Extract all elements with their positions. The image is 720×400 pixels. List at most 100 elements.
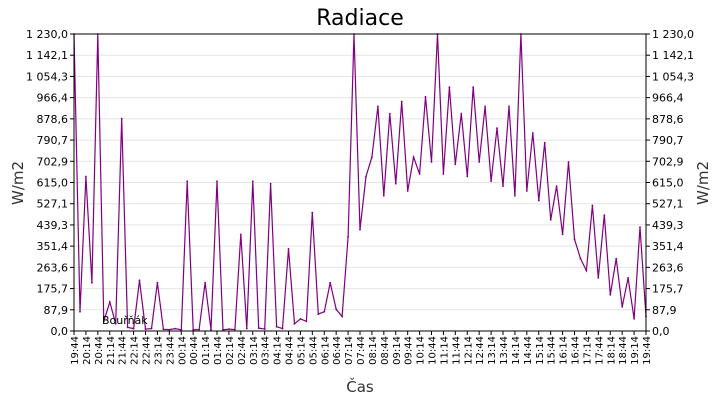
data-point: [400, 100, 403, 103]
data-point: [478, 161, 481, 163]
data-point: [591, 204, 594, 207]
data-point: [394, 182, 397, 185]
y-tick-label-right: 966,4: [652, 92, 684, 105]
x-tick-label: 13:14: [487, 336, 498, 365]
x-tick-label: 19:44: [642, 336, 653, 365]
data-point: [621, 306, 624, 308]
y-tick-label-right: 439,3: [652, 219, 684, 232]
y-tick-label-right: 0,0: [652, 325, 670, 338]
x-tick-label: 13:44: [499, 336, 510, 365]
data-point: [418, 173, 421, 175]
x-tick-label: 08:44: [380, 336, 391, 365]
x-tick-label: 04:44: [285, 336, 296, 365]
y-tick-label-right: 1 054,3: [652, 70, 694, 83]
data-point: [216, 180, 218, 183]
y-tick-label: 439,3: [37, 219, 69, 232]
y-tick-label: 702,9: [37, 155, 69, 168]
x-tick-label: 06:14: [320, 336, 331, 365]
data-point: [442, 173, 445, 175]
data-point: [388, 112, 391, 115]
data-point: [412, 156, 415, 159]
axis-layer: 0,0 0,0 87,9 87,9 175,7 175,7 263,6 263,6 351,4 3…: [26, 28, 694, 365]
data-point: [365, 175, 367, 178]
data-point: [251, 180, 254, 183]
data-point: [198, 328, 201, 331]
data-point: [561, 233, 564, 236]
y-tick-label-right: 615,0: [652, 177, 684, 190]
x-tick-label: 01:14: [201, 336, 212, 365]
data-point: [597, 277, 600, 279]
data-point: [210, 328, 212, 331]
data-point: [156, 281, 159, 284]
data-point: [186, 180, 189, 183]
x-tick-label: 23:14: [153, 336, 164, 365]
x-tick-label: 12:44: [475, 336, 486, 365]
data-point: [245, 327, 248, 330]
x-tick-label: 08:14: [368, 336, 379, 365]
x-tick-label: 00:14: [177, 336, 188, 365]
x-tick-label: 12:14: [463, 336, 474, 365]
x-tick-label: 16:14: [559, 336, 570, 365]
y-tick-label-right: 175,7: [652, 283, 684, 296]
data-point: [472, 86, 475, 88]
data-point: [585, 269, 588, 272]
grid-layer: [74, 54, 646, 311]
data-point: [502, 185, 504, 188]
x-tick-label: 21:44: [118, 336, 129, 365]
data-point: [543, 141, 546, 144]
x-tick-label: 15:14: [535, 336, 546, 365]
y-tick-label-right: 790,7: [652, 134, 684, 147]
x-tick-label: 21:14: [106, 336, 117, 365]
x-tick-label: 03:44: [261, 336, 272, 365]
data-point: [317, 313, 320, 315]
data-point: [108, 301, 111, 303]
data-point: [555, 185, 558, 188]
data-point: [382, 194, 385, 197]
data-point: [341, 315, 343, 318]
data-point: [514, 194, 516, 197]
data-point: [269, 182, 272, 185]
data-point: [567, 161, 570, 163]
data-point: [377, 105, 379, 108]
x-tick-label: 20:14: [82, 336, 93, 365]
x-tick-label: 23:44: [165, 336, 176, 365]
data-point: [371, 156, 373, 159]
x-tick-label: 09:14: [392, 336, 403, 365]
data-point: [120, 117, 123, 120]
data-point: [323, 310, 326, 313]
data-point: [257, 327, 260, 329]
x-tick-label: 22:14: [130, 336, 141, 365]
data-point: [484, 105, 486, 108]
data-point: [239, 233, 242, 236]
data-point: [192, 328, 195, 331]
data-point: [359, 228, 361, 231]
data-point: [79, 310, 81, 313]
data-point: [537, 199, 540, 202]
data-point: [490, 180, 492, 183]
y-tick-label-right: 1 142,1: [652, 49, 694, 62]
data-point: [222, 328, 224, 331]
data-point: [531, 132, 534, 134]
y-tick-label: 615,0: [37, 177, 69, 190]
y-axis-label-right: W/m2: [694, 161, 712, 205]
data-point: [305, 320, 308, 323]
y-axis-label-left: W/m2: [9, 161, 27, 205]
y-tick-label-right: 702,9: [652, 155, 684, 168]
x-tick-label: 14:14: [511, 336, 522, 365]
y-tick-label-right: 263,6: [652, 261, 684, 274]
x-tick-label: 11:14: [439, 336, 450, 365]
x-tick-label: 19:44: [70, 336, 81, 365]
data-point: [293, 322, 296, 325]
y-tick-label: 966,4: [37, 92, 69, 105]
data-point: [549, 219, 552, 221]
x-tick-label: 09:44: [404, 336, 415, 365]
x-tick-label: 05:14: [296, 336, 307, 365]
data-point: [204, 281, 207, 284]
data-point: [180, 328, 183, 331]
y-tick-label-right: 527,1: [652, 198, 684, 211]
data-point: [609, 293, 612, 296]
x-tick-label: 04:14: [273, 336, 284, 365]
y-tick-label: 1 054,3: [26, 70, 68, 83]
data-point: [287, 248, 290, 250]
